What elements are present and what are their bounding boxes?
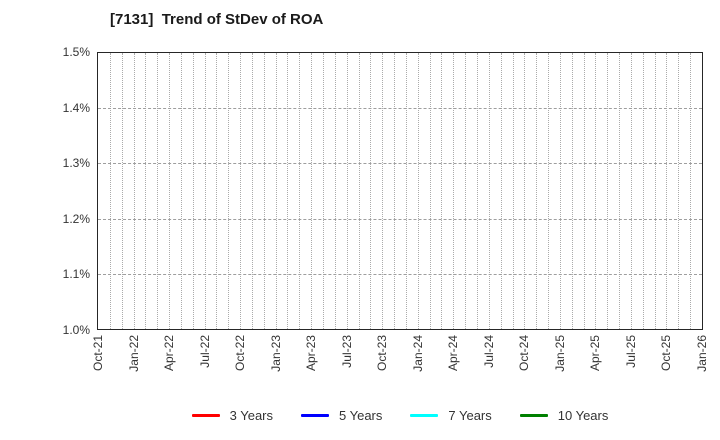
gridline-vertical: [204, 53, 206, 329]
gridline-vertical: [690, 53, 692, 329]
gridline-horizontal: [98, 108, 702, 110]
gridline-vertical: [524, 53, 526, 329]
gridline-vertical: [417, 53, 419, 329]
x-tick-label: Oct-24: [517, 335, 532, 372]
gridline-vertical: [263, 53, 265, 329]
x-tick-label: Jul-25: [623, 335, 638, 368]
gridline-vertical: [145, 53, 147, 329]
x-tick-label: Jan-22: [126, 335, 141, 372]
y-tick-label: 1.5%: [62, 45, 90, 59]
gridline-vertical: [595, 53, 597, 329]
gridline-vertical: [216, 53, 218, 329]
x-tick-label: Jan-24: [410, 335, 425, 372]
gridline-vertical: [429, 53, 431, 329]
x-tick-label: Apr-22: [162, 335, 177, 372]
legend-line-swatch: [519, 413, 548, 417]
gridline-vertical: [346, 53, 348, 329]
gridline-vertical: [121, 53, 123, 329]
gridline-vertical: [299, 53, 301, 329]
gridline-vertical: [476, 53, 478, 329]
gridline-vertical: [654, 53, 656, 329]
gridline-vertical: [133, 53, 135, 329]
gridline-vertical: [287, 53, 289, 329]
plot-area: [97, 52, 703, 330]
gridline-vertical: [311, 53, 313, 329]
gridline-vertical: [370, 53, 372, 329]
gridline-vertical: [358, 53, 360, 329]
gridline-vertical: [441, 53, 443, 329]
x-tick-label: Jul-24: [481, 335, 496, 368]
legend-item: 7 Years: [410, 407, 492, 423]
gridline-vertical: [180, 53, 182, 329]
y-tick-label: 1.2%: [62, 211, 90, 226]
gridline-vertical: [405, 53, 407, 329]
gridline-vertical: [453, 53, 455, 329]
gridline-vertical: [607, 53, 609, 329]
gridline-vertical: [666, 53, 668, 329]
gridline-vertical: [334, 53, 336, 329]
y-tick-label: 1.4%: [62, 100, 90, 115]
gridline-vertical: [583, 53, 585, 329]
legend-label: 7 Years: [448, 407, 492, 423]
gridline-vertical: [382, 53, 384, 329]
gridline-vertical: [323, 53, 325, 329]
x-tick-label: Oct-21: [91, 335, 105, 372]
x-tick-label: Jan-23: [268, 335, 283, 372]
gridline-vertical: [275, 53, 277, 329]
x-tick-label: Oct-25: [659, 335, 674, 372]
gridline-vertical: [240, 53, 242, 329]
y-tick-label: 1.0%: [62, 323, 90, 337]
x-tick-label: Apr-23: [304, 335, 319, 372]
legend: 3 Years 5 Years 7 Years 10 Years: [97, 406, 703, 424]
gridline-vertical: [642, 53, 644, 329]
x-tick-label: Apr-24: [446, 335, 461, 372]
legend-label: 10 Years: [557, 407, 609, 423]
gridline-vertical: [169, 53, 171, 329]
gridline-vertical: [571, 53, 573, 329]
legend-label: 5 Years: [339, 407, 383, 423]
x-tick-label: Jul-22: [197, 335, 212, 368]
x-tick-label: Jan-26: [695, 335, 709, 372]
gridline-vertical: [465, 53, 467, 329]
legend-label: 3 Years: [229, 407, 273, 423]
legend-item: 5 Years: [301, 408, 382, 423]
gridline-horizontal: [98, 273, 702, 275]
gridline-vertical: [488, 53, 490, 329]
gridline-vertical: [500, 53, 502, 329]
x-tick-label: Apr-25: [588, 335, 603, 372]
gridline-vertical: [536, 53, 538, 329]
legend-line-swatch: [410, 413, 439, 417]
gridline-vertical: [228, 53, 230, 329]
y-tick-label: 1.1%: [62, 267, 90, 282]
gridline-vertical: [109, 53, 111, 329]
x-tick-label: Jan-25: [552, 335, 567, 372]
gridline-horizontal: [98, 218, 702, 220]
legend-item: 3 Years: [191, 407, 273, 423]
x-tick-label: Jul-23: [339, 335, 354, 368]
gridline-vertical: [548, 53, 550, 329]
x-tick-label: Oct-23: [375, 335, 390, 372]
gridline-vertical: [512, 53, 514, 329]
legend-line-swatch: [301, 413, 329, 417]
gridline-vertical: [394, 53, 396, 329]
y-tick-label: 1.3%: [62, 156, 90, 171]
legend-item: 10 Years: [519, 407, 609, 423]
gridline-horizontal: [98, 163, 702, 165]
gridline-vertical: [251, 53, 253, 329]
gridline-vertical: [678, 53, 680, 329]
gridline-vertical: [619, 53, 621, 329]
chart-title: [7131] Trend of StDev of ROA: [110, 11, 324, 28]
x-tick-label: Oct-22: [233, 335, 248, 372]
legend-line-swatch: [191, 413, 220, 417]
gridline-vertical: [157, 53, 159, 329]
gridline-vertical: [559, 53, 561, 329]
gridline-vertical: [630, 53, 632, 329]
gridline-vertical: [192, 53, 194, 329]
